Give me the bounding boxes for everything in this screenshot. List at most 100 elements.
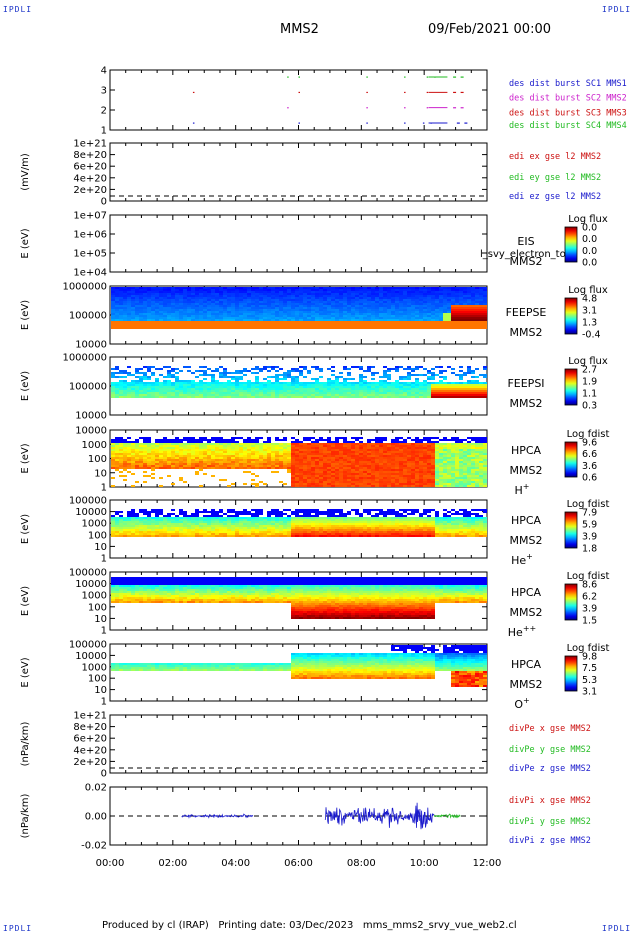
spectrogram-cell [387, 311, 391, 313]
spectrogram-cell [339, 305, 343, 307]
spectrogram-cell [135, 439, 139, 441]
spectrogram-cell [155, 390, 159, 392]
spectrogram-cell [147, 303, 151, 305]
spectrogram-cell [447, 307, 451, 309]
spectrogram-cell [127, 315, 131, 317]
spectrogram-cell [335, 453, 339, 455]
spectrogram-cell [311, 327, 315, 329]
spectrogram-cell [223, 287, 227, 289]
spectrogram-cell [427, 382, 431, 384]
spectrogram-cell [275, 394, 279, 396]
spectrogram-cell [183, 388, 187, 390]
spectrogram-cell [127, 459, 131, 461]
spectrogram-cell [271, 311, 275, 313]
spectrogram-cell [247, 437, 251, 439]
spectrogram-cell [123, 465, 127, 467]
spectrogram-cell [235, 372, 239, 374]
spectrogram-cell [179, 370, 183, 372]
spectrogram-cell [211, 315, 215, 317]
spectrogram-cell [263, 319, 267, 321]
spectrogram-cell [163, 459, 167, 461]
spectrogram-cell [191, 453, 195, 455]
spectrogram-cell [179, 443, 183, 445]
spectrogram-cell [303, 307, 307, 309]
spectrogram-cell [407, 317, 411, 319]
spectrogram-cell [231, 461, 235, 463]
spectrogram-cell [371, 372, 375, 374]
spectrogram-cell [179, 380, 183, 382]
spectrogram-cell [327, 437, 331, 439]
spectrogram-cell [263, 461, 267, 463]
spectrogram-cell [115, 319, 119, 321]
spectrogram-cell [403, 483, 407, 485]
spectrogram-cell [267, 441, 271, 443]
spectrogram-cell [323, 479, 327, 481]
spectrogram-cell [231, 451, 235, 453]
spectrogram-cell [303, 315, 307, 317]
spectrogram-cell [115, 307, 119, 309]
spectrogram-cell [143, 384, 147, 386]
spectrogram-cell [175, 437, 179, 439]
spectrogram-cell [395, 394, 399, 396]
spectrogram-cell [299, 481, 303, 483]
spectrogram-cell [335, 297, 339, 299]
spectrogram-cell [311, 445, 315, 447]
spectrogram-cell [479, 394, 483, 396]
spectrogram-cell [335, 463, 339, 465]
spectrogram-cell [127, 394, 131, 396]
spectrogram-cell [311, 465, 315, 467]
spectrogram-cell [367, 315, 371, 317]
spectrogram-cell [387, 301, 391, 303]
spectrogram-cell [147, 317, 151, 319]
spectrogram-cell [283, 439, 287, 441]
spectrogram-cell [391, 390, 395, 392]
spectrogram-cell [179, 388, 183, 390]
spectrogram-cell [479, 384, 483, 386]
spectrogram-cell [335, 305, 339, 307]
spectrogram-cell [395, 291, 399, 293]
spectrogram-cell [139, 291, 143, 293]
spectrogram-cell [155, 382, 159, 384]
spectrogram-cell [343, 481, 347, 483]
spectrogram-cell [319, 481, 323, 483]
spectrogram-cell [231, 449, 235, 451]
spectrogram-cell [407, 287, 411, 289]
spectrogram-cell [459, 291, 463, 293]
spectrogram-cell [299, 325, 303, 327]
spectrogram-cell [467, 295, 471, 297]
colorbar-tick-label: 0.0 [582, 234, 597, 245]
spectrogram-cell [167, 455, 171, 457]
spectrogram-cell [379, 441, 383, 443]
spectrogram-cell [303, 327, 307, 329]
spectrogram-cell [203, 315, 207, 317]
spectrogram-cell [191, 465, 195, 467]
spectrogram-cell [115, 467, 119, 469]
spectrogram-cell [135, 372, 139, 374]
spectrogram-cell [283, 467, 287, 469]
spectrogram-cell [335, 317, 339, 319]
spectrogram-cell [267, 317, 271, 319]
spectrogram-cell [191, 313, 195, 315]
spectrogram-cell [147, 289, 151, 291]
spectrogram-cell [147, 366, 151, 368]
spectrogram-cell [211, 303, 215, 305]
spectrogram-cell [119, 297, 123, 299]
spectrogram-cell [399, 321, 403, 323]
spectrogram-cell [327, 315, 331, 317]
spectrogram-cell [331, 396, 335, 398]
spectrogram-cell [227, 317, 231, 319]
spectrogram-cell [359, 473, 363, 475]
spectrogram-cell [407, 449, 411, 451]
spectrogram-cell [235, 303, 239, 305]
spectrogram-cell [367, 465, 371, 467]
spectrogram-cell [391, 453, 395, 455]
spectrogram-cell [335, 378, 339, 380]
spectrogram-cell [479, 305, 483, 307]
spectrogram-cell [175, 311, 179, 313]
spectrogram-cell [359, 471, 363, 473]
spectrogram-cell [351, 483, 355, 485]
spectrogram-cell [259, 455, 263, 457]
spectrogram-cell [283, 323, 287, 325]
spectrogram-cell [391, 439, 395, 441]
spectrogram-cell [287, 390, 291, 392]
